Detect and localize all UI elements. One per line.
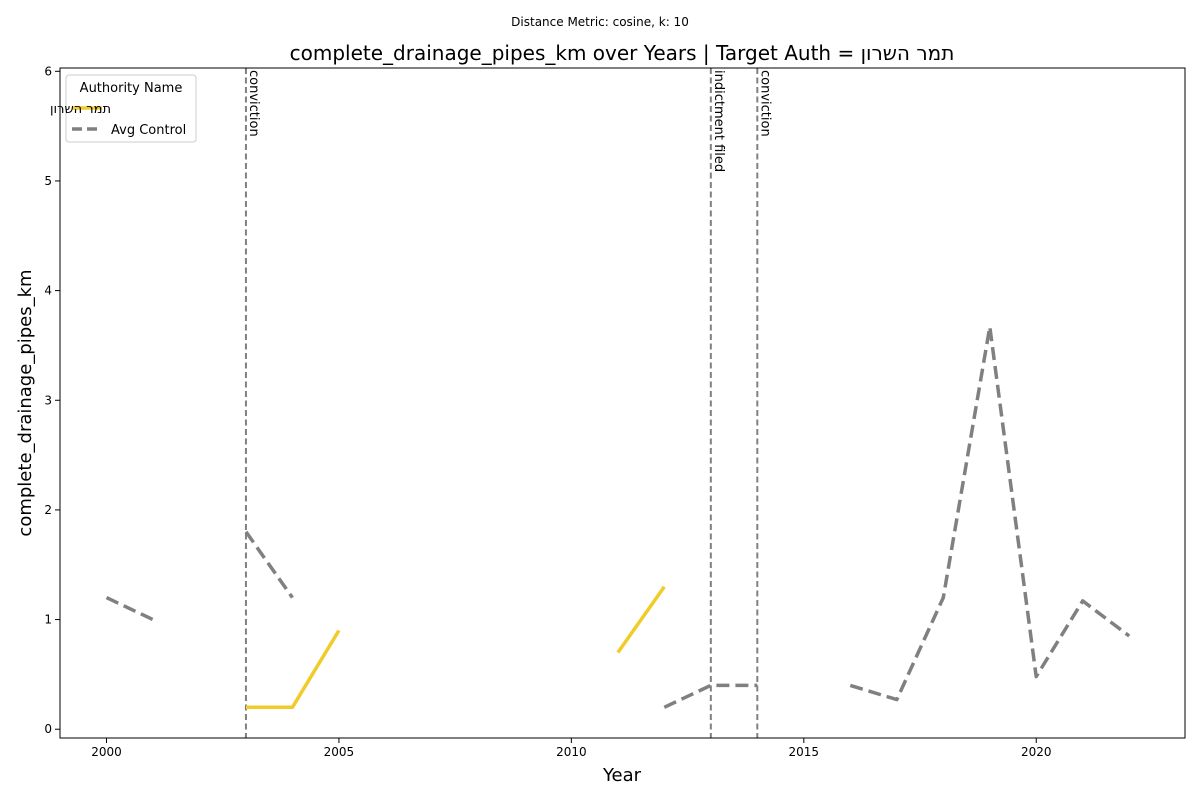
series-0-segment-0 bbox=[246, 629, 341, 710]
y-tick-label: 2 bbox=[44, 503, 52, 517]
series-1-segment-3 bbox=[849, 325, 1131, 702]
y-axis-label: complete_drainage_pipes_km bbox=[15, 269, 36, 536]
series-1-segment-1 bbox=[244, 530, 294, 599]
legend-title: Authority Name bbox=[80, 81, 183, 96]
legend-label-avg-control: Avg Control bbox=[111, 123, 186, 138]
y-tick-label: 6 bbox=[44, 64, 52, 78]
plot-area: conviction indictment filed conviction bbox=[105, 68, 1131, 738]
y-tick-label: 4 bbox=[44, 284, 52, 298]
event-label-0: conviction bbox=[246, 70, 261, 137]
event-label-2: conviction bbox=[757, 70, 772, 137]
event-label-1: indictment filed bbox=[711, 70, 726, 172]
y-tick-label: 1 bbox=[44, 613, 52, 627]
series-1-segment-2 bbox=[663, 683, 758, 709]
legend: Authority Name תמר השרון Avg Control bbox=[50, 74, 197, 143]
chart-title: complete_drainage_pipes_km over Years | … bbox=[290, 41, 955, 65]
x-tick-label: 2015 bbox=[789, 745, 820, 759]
plot-frame bbox=[59, 67, 1186, 739]
legend-box bbox=[65, 74, 197, 143]
y-tick-label: 0 bbox=[44, 722, 52, 736]
x-tick-label: 2000 bbox=[91, 745, 122, 759]
series-1-segment-0 bbox=[105, 596, 154, 622]
x-tick-label: 2005 bbox=[324, 745, 355, 759]
series-0-segment-1 bbox=[616, 585, 666, 654]
x-axis-label: Year bbox=[602, 765, 642, 786]
legend-label-target: תמר השרון bbox=[50, 102, 111, 117]
y-tick-label: 3 bbox=[44, 393, 52, 407]
x-tick-label: 2020 bbox=[1021, 745, 1052, 759]
x-tick-label: 2010 bbox=[556, 745, 587, 759]
y-axis: 0 1 2 3 4 5 6 bbox=[44, 64, 60, 736]
chart-suptitle: Distance Metric: cosine, k: 10 bbox=[511, 15, 689, 29]
y-tick-label: 5 bbox=[44, 174, 52, 188]
x-axis: 2000 2005 2010 2015 2020 bbox=[91, 738, 1052, 759]
